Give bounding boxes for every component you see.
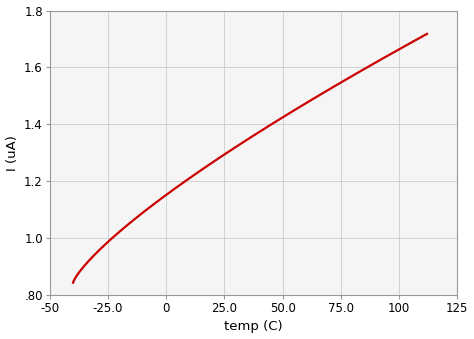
Y-axis label: I (uA): I (uA) [6,135,18,171]
X-axis label: temp (C): temp (C) [224,320,283,334]
